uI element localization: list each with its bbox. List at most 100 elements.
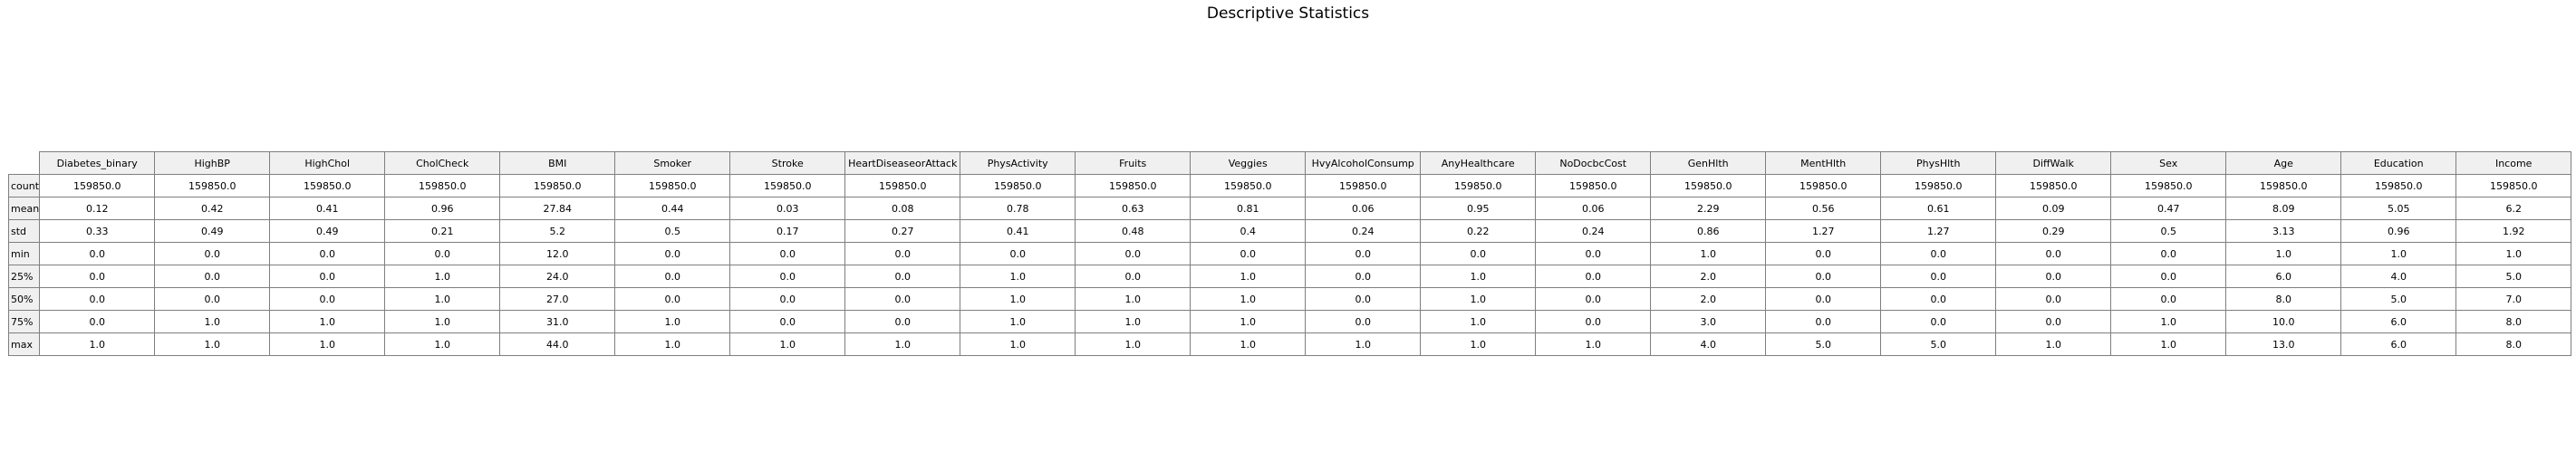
table-cell: 1.0: [1420, 287, 1537, 311]
table-cell: 24.0: [499, 265, 616, 288]
table-cell: 1.0: [1420, 265, 1537, 288]
table-cell: 1.0: [1075, 287, 1192, 311]
column-header: Fruits: [1075, 151, 1192, 175]
table-cell: 2.0: [1650, 265, 1767, 288]
table-cell: 0.47: [2110, 197, 2227, 220]
table-cell: 0.0: [1305, 265, 1422, 288]
table-cell: 0.41: [269, 197, 386, 220]
table-cell: 0.29: [1995, 219, 2112, 243]
table-cell: 159850.0: [1880, 174, 1997, 197]
table-cell: 1.0: [729, 332, 846, 356]
table-cell: 0.12: [39, 197, 156, 220]
table-cell: 1.0: [1650, 242, 1767, 265]
row-label: max: [7, 332, 41, 356]
table-cell: 0.0: [1305, 242, 1422, 265]
table-cell: 0.0: [729, 287, 846, 311]
table-cell: 159850.0: [1420, 174, 1537, 197]
table-cell: 5.0: [2340, 287, 2457, 311]
table-cell: 0.0: [39, 310, 156, 333]
table-cell: 5.2: [499, 219, 616, 243]
table-cell: 0.0: [844, 265, 961, 288]
table-cell: 1.0: [2340, 242, 2457, 265]
table-cell: 0.42: [154, 197, 271, 220]
table-cell: 0.09: [1995, 197, 2112, 220]
table-cell: 159850.0: [499, 174, 616, 197]
table-cell: 0.0: [39, 287, 156, 311]
table-cell: 1.0: [960, 287, 1076, 311]
table-cell: 0.61: [1880, 197, 1997, 220]
table-cell: 44.0: [499, 332, 616, 356]
table-row: mean 0.12 0.42 0.41 0.96 27.84 0.44 0.03 0.08 0.7…: [7, 197, 2572, 220]
table-cell: 27.84: [499, 197, 616, 220]
table-cell: 3.13: [2225, 219, 2342, 243]
column-header: NoDocbcCost: [1535, 151, 1652, 175]
table-cell: 159850.0: [960, 174, 1076, 197]
row-label: 50%: [7, 287, 41, 311]
row-label: mean: [7, 197, 41, 220]
table-cell: 0.0: [269, 287, 386, 311]
table-cell: 7.0: [2455, 287, 2572, 311]
table-cell: 1.92: [2455, 219, 2572, 243]
row-label: min: [7, 242, 41, 265]
table-cell: 0.0: [1995, 242, 2112, 265]
table-cell: 0.0: [1765, 242, 1882, 265]
table-cell: 0.0: [1880, 242, 1997, 265]
table-cell: 1.0: [960, 310, 1076, 333]
table-cell: 2.29: [1650, 197, 1767, 220]
table-cell: 159850.0: [1995, 174, 2112, 197]
table-cell: 1.0: [1075, 332, 1192, 356]
table-cell: 1.0: [1190, 310, 1307, 333]
table-cell: 1.0: [1075, 310, 1192, 333]
table-cell: 0.17: [729, 219, 846, 243]
table-cell: 0.0: [2110, 242, 2227, 265]
table-cell: 8.0: [2455, 310, 2572, 333]
table-cell: 6.0: [2340, 310, 2457, 333]
table-cell: 1.0: [384, 310, 501, 333]
column-header: Income: [2455, 151, 2572, 175]
table-cell: 0.24: [1305, 219, 1422, 243]
table-cell: 1.0: [269, 332, 386, 356]
table-cell: 0.0: [844, 242, 961, 265]
table-cell: 6.0: [2225, 265, 2342, 288]
table-cell: 0.41: [960, 219, 1076, 243]
table-cell: 0.0: [1305, 287, 1422, 311]
table-cell: 0.0: [1535, 287, 1652, 311]
table-cell: 0.0: [1880, 310, 1997, 333]
column-header: HighChol: [269, 151, 386, 175]
column-header: AnyHealthcare: [1420, 151, 1537, 175]
table-cell: 0.0: [269, 242, 386, 265]
table-cell: 159850.0: [1190, 174, 1307, 197]
table-cell: 0.0: [1995, 310, 2112, 333]
column-header: BMI: [499, 151, 616, 175]
table-cell: 0.0: [154, 265, 271, 288]
column-header: Age: [2225, 151, 2342, 175]
table-cell: 1.0: [1190, 287, 1307, 311]
table-cell: 0.33: [39, 219, 156, 243]
table-cell: 0.0: [1765, 310, 1882, 333]
table-cell: 1.0: [1190, 332, 1307, 356]
table-cell: 159850.0: [844, 174, 961, 197]
table-cell: 1.0: [39, 332, 156, 356]
table-cell: 159850.0: [1075, 174, 1192, 197]
table-cell: 0.48: [1075, 219, 1192, 243]
table-cell: 0.78: [960, 197, 1076, 220]
table-cell: 159850.0: [729, 174, 846, 197]
table-cell: 0.0: [614, 287, 731, 311]
table-cell: 0.0: [1880, 287, 1997, 311]
table-cell: 6.0: [2340, 332, 2457, 356]
row-label: std: [7, 219, 41, 243]
table-cell: 1.0: [1190, 265, 1307, 288]
chart-title: Descriptive Statistics: [1206, 5, 1370, 23]
table-cell: 0.0: [1305, 310, 1422, 333]
row-label: 25%: [7, 265, 41, 288]
table-header-row: Diabetes_binary HighBP HighChol CholCheck BM…: [9, 151, 2572, 175]
table-cell: 5.0: [2455, 265, 2572, 288]
column-header: Stroke: [729, 151, 846, 175]
table-cell: 0.0: [1535, 242, 1652, 265]
column-header: CholCheck: [384, 151, 501, 175]
table-cell: 0.86: [1650, 219, 1767, 243]
table-cell: 0.0: [729, 265, 846, 288]
table-cell: 4.0: [2340, 265, 2457, 288]
descriptive-statistics-table: Diabetes_binary HighBP HighChol CholCheck BM…: [7, 151, 2572, 356]
row-label: 75%: [7, 310, 41, 333]
